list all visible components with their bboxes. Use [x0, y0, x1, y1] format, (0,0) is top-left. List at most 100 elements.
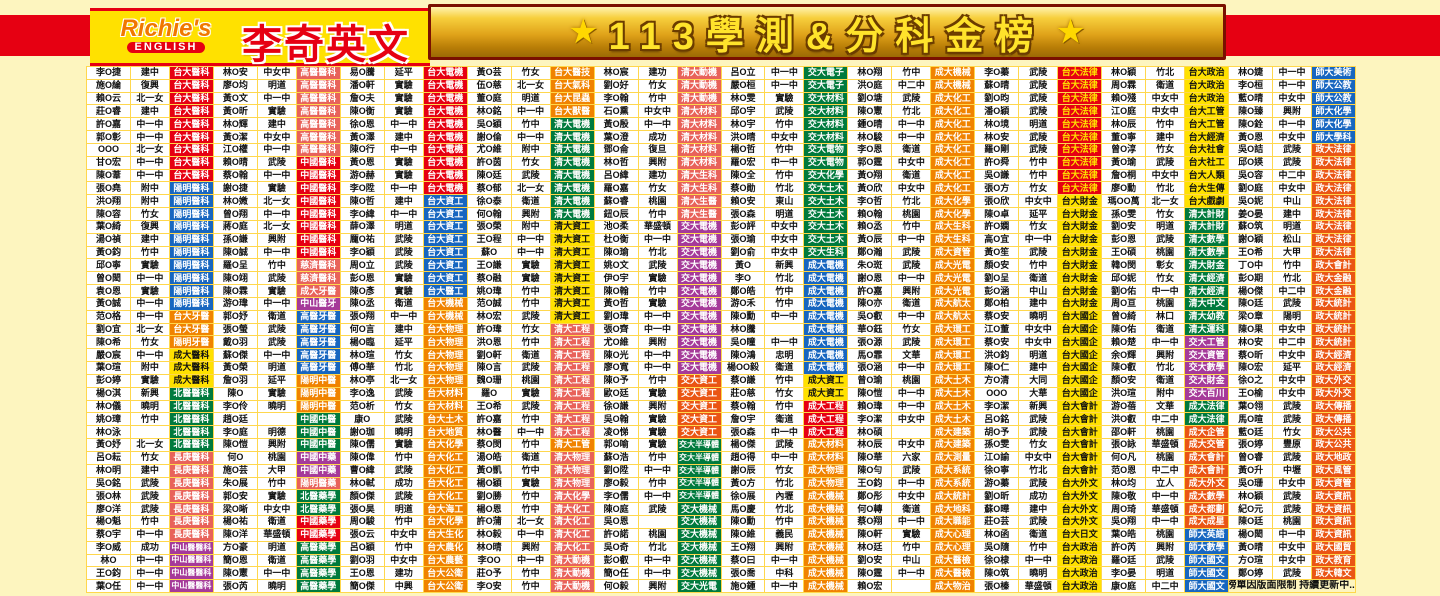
student-school: 竹女	[384, 349, 423, 362]
student-school: 武陵	[1019, 105, 1058, 118]
student-school: 明道	[511, 92, 550, 105]
admitted-department: 陽明醫科	[169, 246, 213, 259]
student-name: 呂O銘	[975, 413, 1019, 426]
student-school: 實驗	[892, 528, 931, 541]
student-name: 王O鈞	[848, 477, 892, 490]
student-school: 竹女	[1273, 426, 1312, 439]
student-name: 楊O傑	[1229, 285, 1273, 297]
student-name: 周O立	[340, 259, 384, 272]
student-school: 北一女	[130, 439, 169, 451]
student-name: 張O婷	[1229, 439, 1273, 451]
student-school: 竹北	[1146, 362, 1185, 374]
admitted-department: 台大氣科	[550, 79, 594, 92]
student-school: 明道	[257, 362, 296, 374]
student-name: 尤O維	[467, 143, 511, 156]
student-school: 建中	[1273, 208, 1312, 220]
student-school: 竹女	[638, 79, 677, 92]
student-name: 黃O晴	[1229, 541, 1273, 554]
student-name: 趙O廷	[213, 413, 257, 426]
student-name: 劉O勝	[467, 490, 511, 503]
admitted-department: 政大法律	[1312, 182, 1355, 195]
student-name: 林O醫	[467, 426, 511, 439]
student-school: 中一中	[257, 143, 296, 156]
student-name: 方O清	[975, 374, 1019, 387]
student-name: 張O榛	[975, 580, 1019, 592]
student-name: 陳O偉	[340, 451, 384, 464]
admitted-department: 台大政治	[1058, 580, 1102, 592]
admitted-department: 政大法律	[1312, 220, 1355, 233]
student-school: 東山	[765, 195, 804, 208]
student-name: 李O穎	[340, 246, 384, 259]
student-school: 中一中	[765, 426, 804, 439]
student-name: 陳O勳	[721, 310, 765, 323]
student-name: 詹O羽	[213, 374, 257, 387]
admitted-department: 成大數學	[1185, 490, 1229, 503]
admitted-department: 清大生科	[677, 169, 721, 182]
admitted-department: 成大外文	[1185, 477, 1229, 490]
student-name: 張O瑜	[721, 233, 765, 246]
student-name: 蔡O宇	[87, 528, 130, 541]
student-school: 中女中	[1273, 541, 1312, 554]
admitted-department: 中國中醫	[296, 439, 340, 451]
admitted-department: 成大醫檢	[931, 567, 975, 580]
admitted-department: 成大機械	[804, 490, 848, 503]
student-name: 許O嘉	[467, 413, 511, 426]
student-school: 中女中	[892, 413, 931, 426]
student-name: 余O輝	[1102, 349, 1146, 362]
student-name: 徐O棣	[975, 554, 1019, 567]
student-school: 華盛頓	[638, 220, 677, 233]
student-school: 竹女	[384, 400, 423, 413]
student-school: 中女中	[1273, 323, 1312, 336]
admitted-department: 台大資工	[423, 208, 467, 220]
student-name: 李O潔	[848, 413, 892, 426]
admitted-department: 成大會計	[1185, 464, 1229, 477]
student-name: 楊O閎	[1229, 528, 1273, 541]
admitted-department: 清大電機	[550, 118, 594, 131]
admitted-department: 台大會計	[1058, 451, 1102, 464]
student-school: 文華	[892, 349, 931, 362]
admitted-department: 清大材料	[677, 118, 721, 131]
student-name: 葉O澄	[594, 131, 638, 143]
admitted-department: 高醫牙醫	[296, 336, 340, 349]
student-name: 鄧O侖	[594, 143, 638, 156]
admitted-department: 台大資工	[423, 272, 467, 285]
student-school: 竹北	[765, 272, 804, 285]
student-school: 中女中	[892, 490, 931, 503]
student-name: 曹O緯	[340, 464, 384, 477]
student-name: 羅O廷	[1102, 554, 1146, 567]
admitted-department: 陽明醫科	[169, 195, 213, 208]
student-name: 藍O晴	[1229, 92, 1273, 105]
student-school: 武陵	[384, 387, 423, 400]
student-school	[130, 426, 169, 439]
student-school: 中一中	[1273, 528, 1312, 541]
admitted-department: 台大政治	[1058, 567, 1102, 580]
student-name: 黃O欣	[848, 182, 892, 195]
admitted-department: 成大地科	[931, 503, 975, 516]
student-school: 中女中	[1019, 195, 1058, 208]
admitted-department: 成大資管	[931, 246, 975, 259]
admitted-department: 陽明醫科	[169, 208, 213, 220]
student-name: 楊O淇	[87, 387, 130, 400]
admitted-department: 成大物理	[804, 464, 848, 477]
admitted-department: 成大醫科	[169, 374, 213, 387]
student-name: 曾O翔	[213, 208, 257, 220]
student-name: 陳O軒	[848, 528, 892, 541]
student-school: 竹中	[638, 285, 677, 297]
student-school: 曉明	[384, 426, 423, 439]
student-school: 實驗	[384, 92, 423, 105]
student-school: 衛道	[1019, 528, 1058, 541]
student-name: 陳O廷	[1229, 297, 1273, 310]
student-name: 黃O誠	[87, 297, 130, 310]
student-school: 武陵	[130, 477, 169, 490]
admitted-department: 台大牙醫	[169, 323, 213, 336]
admitted-department: 中國中醫	[296, 426, 340, 439]
admitted-department: 成大系統	[931, 477, 975, 490]
student-school: 建功	[384, 567, 423, 580]
student-school: 明道	[384, 220, 423, 233]
student-school: 中女中	[257, 67, 296, 79]
student-name: 楊O臨	[340, 336, 384, 349]
student-school: 中一中	[638, 349, 677, 362]
admitted-department: 台大土木	[423, 413, 467, 426]
student-school: 衛道	[257, 310, 296, 323]
student-name: 徐O謙	[594, 400, 638, 413]
